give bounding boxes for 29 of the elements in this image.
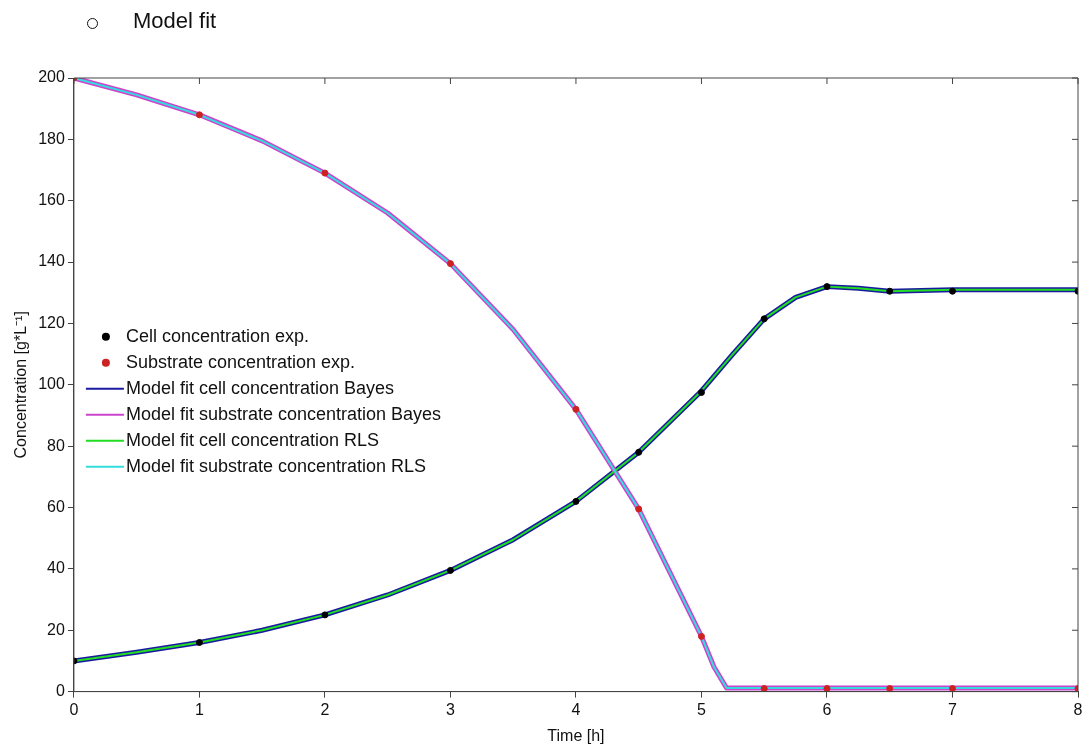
y-tick-label: 40 (47, 559, 65, 577)
x-tick-label: 8 (1073, 700, 1083, 718)
legend-label: Model fit cell concentration RLS (125, 429, 380, 450)
x-tick-label: 0 (69, 700, 79, 718)
y-tick-label: 100 (38, 375, 65, 393)
y-tick-label: 120 (38, 313, 65, 331)
y-tick-label: 80 (47, 436, 65, 454)
x-axis-title: Time [h] (547, 726, 605, 744)
x-tick-label: 2 (320, 700, 330, 718)
x-tick-label: 7 (948, 700, 958, 718)
chart-title: Model fit (133, 8, 217, 34)
y-tick-label: 60 (47, 497, 65, 515)
y-tick-label: 20 (47, 620, 65, 638)
legend-label: Model fit substrate concentration RLS (125, 455, 427, 476)
legend-label: Model fit cell concentration Bayes (125, 377, 395, 398)
y-tick-label: 180 (38, 129, 65, 147)
legend-label: Model fit substrate concentration Bayes (125, 403, 442, 424)
y-tick-label: 0 (55, 682, 65, 700)
y-tick-label: 200 (38, 68, 65, 86)
x-tick-label: 3 (445, 700, 455, 718)
legend-label: Substrate concentration exp. (125, 351, 356, 372)
x-tick-label: 5 (697, 700, 707, 718)
legend-label: Cell concentration exp. (125, 325, 309, 346)
y-tick-label: 160 (38, 191, 65, 209)
x-tick-label: 4 (571, 700, 581, 718)
x-tick-label: 1 (194, 700, 204, 718)
x-tick-label: 6 (822, 700, 832, 718)
y-tick-label: 140 (38, 252, 65, 270)
y-axis-title: Concentration [g*L⁻¹] (12, 311, 30, 459)
